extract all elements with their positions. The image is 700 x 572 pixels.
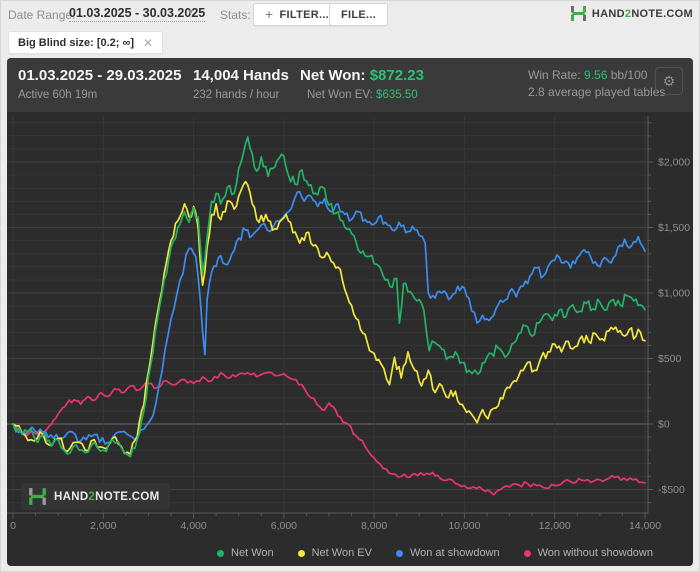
summary-dates: 01.03.2025 - 29.03.2025 Active 60h 19m <box>18 67 181 102</box>
legend-label: Net Won <box>231 547 274 559</box>
svg-text:$2,000: $2,000 <box>658 157 690 169</box>
summary-winrate: Win Rate: 9.56 bb/100 2.8 average played… <box>528 67 665 99</box>
brand-text: HAND2NOTE.COM <box>591 7 693 20</box>
summary-date-range: 01.03.2025 - 29.03.2025 <box>18 67 182 84</box>
svg-text:12,000: 12,000 <box>539 520 571 532</box>
summary-active-time: Active 60h 19m <box>18 89 98 101</box>
legend-item[interactable]: Won without showdown <box>523 547 653 559</box>
date-range-label: Date Range: <box>8 8 76 22</box>
svg-text:$500: $500 <box>658 353 682 365</box>
win-rate-label: Win Rate: <box>528 68 581 82</box>
net-won-ev-value: $635.50 <box>376 89 418 101</box>
svg-text:2,000: 2,000 <box>90 520 116 532</box>
date-range-selector[interactable]: 01.03.2025 - 30.03.2025 <box>69 6 206 22</box>
session-summary-header: 01.03.2025 - 29.03.2025 Active 60h 19m 1… <box>7 58 693 112</box>
svg-text:8,000: 8,000 <box>361 520 387 532</box>
plus-icon: + <box>265 6 274 22</box>
legend-item[interactable]: Won at showdown <box>395 547 500 559</box>
hand2note-icon <box>570 6 586 21</box>
svg-text:0: 0 <box>10 520 16 532</box>
legend-label: Won without showdown <box>537 547 653 559</box>
net-won-label: Net Won: <box>300 67 366 84</box>
watermark-text: HAND2NOTE.COM <box>54 490 160 503</box>
summary-net-won: Net Won: $872.23 Net Won EV: $635.50 <box>300 67 424 102</box>
legend-item[interactable]: Net Won <box>217 547 274 559</box>
net-won-ev-label: Net Won EV: <box>307 89 373 101</box>
summary-hands-count: 14,004 Hands <box>193 67 289 84</box>
chart-legend: Net Won Net Won EV Won at showdown Won with… <box>217 547 653 559</box>
hand2note-icon <box>29 488 46 505</box>
summary-hands: 14,004 Hands 232 hands / hour <box>193 67 289 102</box>
legend-label: Won at showdown <box>409 547 500 559</box>
svg-text:$1,000: $1,000 <box>658 288 690 300</box>
chart-watermark: HAND2NOTE.COM <box>21 483 170 510</box>
stats-label: Stats: <box>220 8 251 22</box>
net-won-value: $872.23 <box>369 67 424 84</box>
legend-dot-icon <box>217 549 225 557</box>
svg-text:-$500: -$500 <box>658 484 685 496</box>
svg-text:10,000: 10,000 <box>448 520 480 532</box>
svg-text:$1,500: $1,500 <box>658 222 690 234</box>
close-icon[interactable]: ✕ <box>143 35 154 50</box>
legend-dot-icon <box>395 549 403 557</box>
svg-text:14,000: 14,000 <box>629 520 661 532</box>
session-panel: 01.03.2025 - 29.03.2025 Active 60h 19m 1… <box>7 58 693 566</box>
legend-dot-icon <box>523 549 531 557</box>
filter-button[interactable]: + FILTER... <box>253 3 342 26</box>
win-rate-unit: bb/100 <box>610 68 648 82</box>
legend-item[interactable]: Net Won EV <box>297 547 372 559</box>
big-blind-filter-chip[interactable]: Big Blind size: [0.2; ∞] ✕ <box>8 31 164 54</box>
legend-dot-icon <box>297 549 305 557</box>
settings-button[interactable]: ⚙ <box>655 67 683 95</box>
chevron-down-icon[interactable]: ▾ <box>188 7 194 18</box>
file-button[interactable]: FILE... <box>329 3 389 26</box>
legend-label: Net Won EV <box>311 547 372 559</box>
avg-tables: 2.8 average played tables <box>528 85 666 99</box>
svg-text:4,000: 4,000 <box>180 520 206 532</box>
hand2note-logo[interactable]: HAND2NOTE.COM <box>570 5 693 22</box>
svg-text:$0: $0 <box>658 419 670 431</box>
svg-text:6,000: 6,000 <box>271 520 297 532</box>
win-rate-value: 9.56 <box>584 68 608 82</box>
equity-chart: $2,000 $1,500 $1,000 $500 $0 -$500 0 2,000 4,000… <box>7 116 690 532</box>
gear-icon: ⚙ <box>662 72 676 89</box>
summary-hands-rate: 232 hands / hour <box>193 89 280 101</box>
